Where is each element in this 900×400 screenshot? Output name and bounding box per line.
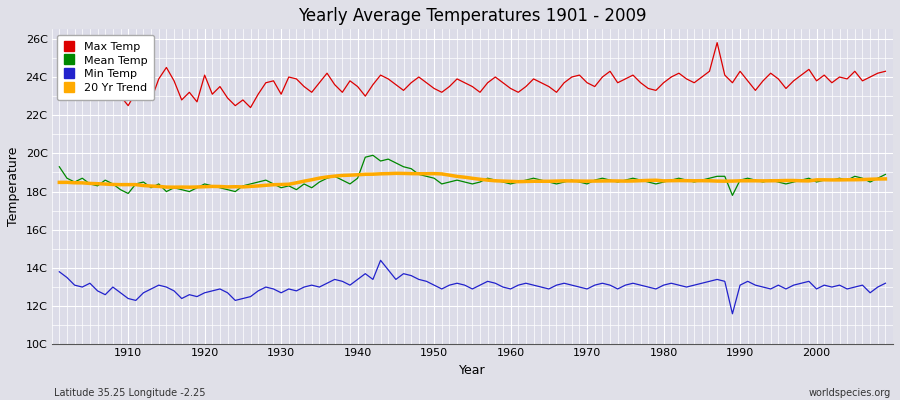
Y-axis label: Temperature: Temperature — [7, 147, 20, 226]
Text: worldspecies.org: worldspecies.org — [809, 388, 891, 398]
Text: Latitude 35.25 Longitude -2.25: Latitude 35.25 Longitude -2.25 — [54, 388, 205, 398]
X-axis label: Year: Year — [459, 364, 486, 377]
Legend: Max Temp, Mean Temp, Min Temp, 20 Yr Trend: Max Temp, Mean Temp, Min Temp, 20 Yr Tre… — [58, 35, 154, 100]
Title: Yearly Average Temperatures 1901 - 2009: Yearly Average Temperatures 1901 - 2009 — [298, 7, 646, 25]
